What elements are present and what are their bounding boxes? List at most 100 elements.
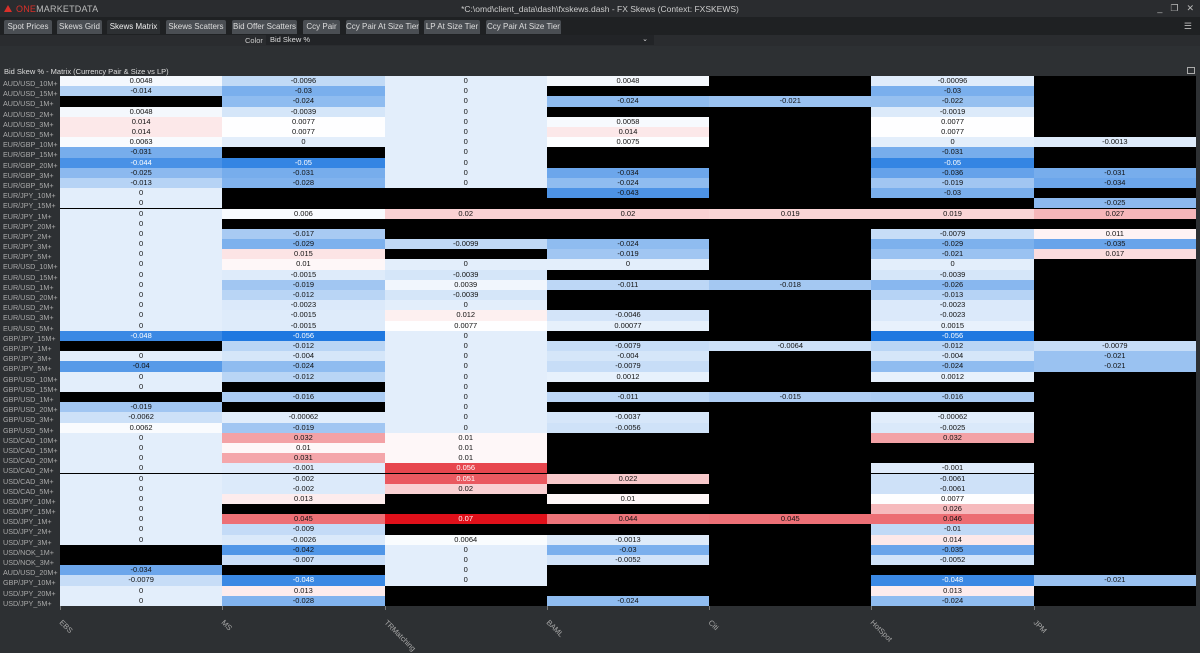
heatmap-cell[interactable]: -0.034 — [546, 167, 710, 178]
heatmap-cell[interactable]: 0.01 — [384, 453, 547, 464]
heatmap-cell[interactable]: 0 — [60, 198, 223, 209]
heatmap-cell[interactable]: -0.035 — [871, 544, 1034, 556]
heatmap-cell[interactable]: 0 — [60, 534, 223, 545]
heatmap-cell[interactable]: -0.05 — [222, 157, 385, 168]
heatmap-cell[interactable]: -0.012 — [222, 341, 385, 352]
heatmap-cell[interactable]: -0.024 — [871, 595, 1034, 606]
heatmap-cell[interactable]: 0 — [60, 432, 223, 443]
heatmap-cell[interactable]: -0.0023 — [871, 310, 1034, 321]
tab-skews-grid[interactable]: Skews Grid — [57, 20, 102, 34]
heatmap-cell[interactable]: 0 — [384, 106, 547, 117]
heatmap-cell[interactable]: 0 — [384, 544, 547, 556]
heatmap-cell[interactable]: -0.0015 — [222, 269, 385, 280]
heatmap-cell[interactable]: 0 — [60, 279, 223, 291]
heatmap-cell[interactable]: -0.016 — [222, 391, 385, 403]
heatmap-cell[interactable]: -0.0056 — [546, 422, 710, 433]
heatmap-cell[interactable]: -0.0039 — [384, 290, 547, 301]
heatmap-cell[interactable]: -0.048 — [60, 330, 223, 341]
heatmap-cell[interactable]: 0.026 — [871, 504, 1034, 515]
heatmap-cell[interactable]: -0.007 — [222, 555, 385, 566]
heatmap-cell[interactable]: -0.0013 — [546, 534, 710, 545]
heatmap-cell[interactable]: 0 — [871, 259, 1034, 270]
heatmap-cell[interactable]: -0.0025 — [871, 422, 1034, 433]
heatmap-cell[interactable]: -0.018 — [709, 279, 872, 291]
heatmap-cell[interactable]: 0.00077 — [546, 320, 710, 331]
heatmap-cell[interactable]: 0.031 — [222, 453, 385, 464]
heatmap-cell[interactable]: 0.056 — [384, 463, 547, 474]
heatmap-cell[interactable]: 0 — [384, 575, 547, 586]
heatmap-cell[interactable]: -0.00062 — [871, 412, 1034, 423]
heatmap-cell[interactable]: -0.034 — [1033, 177, 1196, 189]
heatmap-cell[interactable]: -0.012 — [222, 371, 385, 382]
heatmap-cell[interactable]: 0 — [384, 391, 547, 403]
heatmap-cell[interactable]: 0.046 — [871, 514, 1034, 525]
heatmap-cell[interactable]: -0.012 — [222, 290, 385, 301]
heatmap-cell[interactable]: 0.017 — [1033, 249, 1196, 260]
heatmap-cell[interactable]: -0.048 — [222, 575, 385, 586]
heatmap-cell[interactable]: 0.019 — [871, 208, 1034, 219]
heatmap-cell[interactable]: -0.009 — [222, 524, 385, 535]
heatmap-cell[interactable]: -0.04 — [60, 361, 223, 372]
heatmap-cell[interactable]: 0 — [60, 208, 223, 219]
heatmap-cell[interactable]: -0.042 — [222, 544, 385, 556]
heatmap-cell[interactable]: 0 — [60, 453, 223, 464]
heatmap-cell[interactable]: 0.014 — [60, 126, 223, 138]
heatmap-cell[interactable]: -0.0019 — [871, 106, 1034, 117]
heatmap-cell[interactable]: -0.03 — [222, 86, 385, 97]
heatmap-cell[interactable]: -0.004 — [871, 351, 1034, 362]
heatmap-cell[interactable]: 0.044 — [546, 514, 710, 525]
heatmap-cell[interactable]: -0.016 — [871, 391, 1034, 403]
heatmap-cell[interactable]: -0.017 — [222, 228, 385, 240]
heatmap-cell[interactable]: 0.0077 — [871, 493, 1034, 505]
heatmap-cell[interactable]: -0.004 — [222, 351, 385, 362]
heatmap-cell[interactable]: -0.024 — [222, 361, 385, 372]
tab-spot-prices[interactable]: Spot Prices — [4, 20, 52, 34]
heatmap-cell[interactable]: 0.0075 — [546, 137, 710, 148]
heatmap-cell[interactable]: 0 — [384, 116, 547, 127]
heatmap-cell[interactable]: -0.021 — [1033, 351, 1196, 362]
heatmap-cell[interactable]: -0.024 — [546, 96, 710, 107]
heatmap-cell[interactable]: -0.044 — [60, 157, 223, 168]
heatmap-cell[interactable]: 0 — [384, 177, 547, 189]
heatmap-cell[interactable]: 0.0077 — [384, 320, 547, 331]
heatmap-cell[interactable]: -0.035 — [1033, 239, 1196, 250]
heatmap-cell[interactable]: -0.0064 — [709, 341, 872, 352]
heatmap-cell[interactable]: 0 — [60, 504, 223, 515]
heatmap-cell[interactable]: -0.024 — [546, 239, 710, 250]
heatmap-cell[interactable]: -0.0023 — [871, 300, 1034, 311]
heatmap-cell[interactable]: -0.03 — [871, 188, 1034, 199]
heatmap-cell[interactable]: -0.013 — [60, 177, 223, 189]
heatmap-cell[interactable]: -0.029 — [222, 239, 385, 250]
heatmap-cell[interactable]: -0.0079 — [871, 228, 1034, 240]
heatmap-cell[interactable]: -0.001 — [871, 463, 1034, 474]
heatmap-cell[interactable]: 0 — [384, 96, 547, 107]
heatmap-cell[interactable]: 0 — [60, 188, 223, 199]
heatmap-cell[interactable]: -0.024 — [222, 96, 385, 107]
heatmap-cell[interactable]: -0.056 — [222, 330, 385, 341]
heatmap-cell[interactable]: -0.002 — [222, 483, 385, 494]
heatmap-cell[interactable]: 0 — [546, 259, 710, 270]
heatmap-cell[interactable]: -0.004 — [546, 351, 710, 362]
heatmap-cell[interactable]: -0.024 — [871, 361, 1034, 372]
heatmap-cell[interactable]: 0 — [384, 422, 547, 433]
heatmap-cell[interactable]: 0 — [60, 351, 223, 362]
tab-lp-at-size-tier[interactable]: LP At Size Tier — [424, 20, 480, 34]
menu-icon[interactable]: ☰ — [1183, 21, 1192, 31]
heatmap-cell[interactable]: -0.0079 — [546, 361, 710, 372]
heatmap-cell[interactable]: 0.045 — [709, 514, 872, 525]
heatmap-cell[interactable]: 0 — [384, 147, 547, 158]
heatmap-cell[interactable]: -0.00062 — [222, 412, 385, 423]
heatmap-cell[interactable]: 0 — [60, 290, 223, 301]
heatmap-cell[interactable]: 0 — [384, 381, 547, 392]
heatmap-cell[interactable]: -0.002 — [222, 473, 385, 484]
heatmap-cell[interactable]: 0.013 — [222, 493, 385, 505]
heatmap-cell[interactable]: 0.0048 — [60, 76, 223, 87]
heatmap-cell[interactable]: 0.014 — [546, 126, 710, 138]
heatmap-cell[interactable]: -0.0052 — [546, 555, 710, 566]
heatmap-cell[interactable]: -0.021 — [871, 249, 1034, 260]
heatmap-cell[interactable]: 0.0039 — [384, 279, 547, 291]
heatmap-cell[interactable]: -0.028 — [222, 595, 385, 606]
heatmap-cell[interactable]: 0.0015 — [871, 320, 1034, 331]
heatmap-cell[interactable]: -0.026 — [871, 279, 1034, 291]
heatmap-cell[interactable]: 0 — [60, 320, 223, 331]
